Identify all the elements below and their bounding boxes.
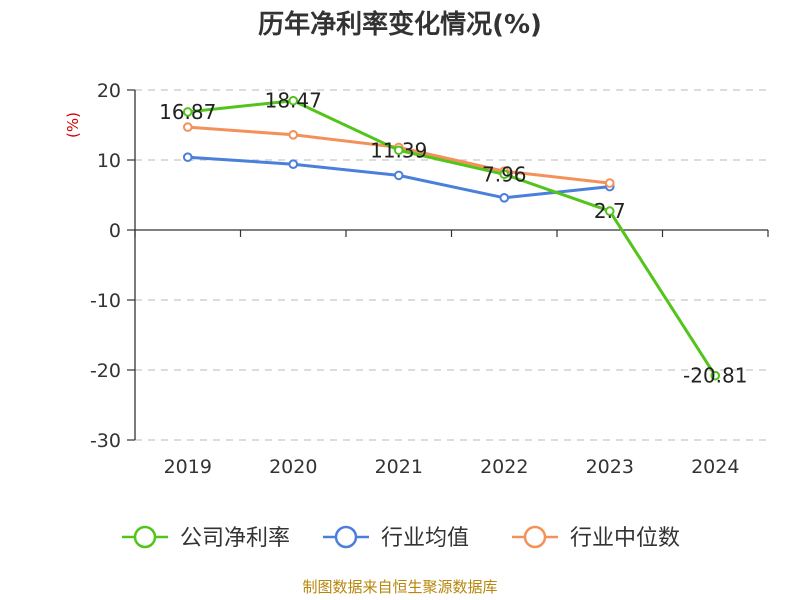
data-label: 7.96 <box>482 162 527 186</box>
legend-marker <box>523 525 547 549</box>
legend-marker <box>133 525 157 549</box>
data-point[interactable] <box>288 130 299 140</box>
data-labels: 16.87 18.47 11.39 7.96 2.7 -20.81 <box>159 89 747 388</box>
chart-title: 历年净利率变化情况(%) <box>258 9 542 40</box>
x-tick-label: 2019 <box>164 456 212 478</box>
x-tick-label: 2023 <box>586 456 634 478</box>
grid-lines <box>135 89 768 441</box>
data-label: -20.81 <box>683 364 747 388</box>
data-point[interactable] <box>710 370 721 381</box>
series-lines <box>182 95 721 381</box>
data-label: 2.7 <box>594 199 626 223</box>
source-note: 制图数据来自恒生聚源数据库 <box>302 578 497 596</box>
legend-label: 行业中位数 <box>570 526 680 551</box>
data-label: 11.39 <box>370 138 427 162</box>
y-tick-label: 10 <box>97 150 121 172</box>
y-tick-label: -20 <box>90 360 121 382</box>
data-point[interactable] <box>288 95 299 106</box>
y-tick-label: 20 <box>97 80 121 102</box>
data-point[interactable] <box>288 159 299 169</box>
x-tick-label: 2020 <box>269 456 317 478</box>
data-label: 16.87 <box>159 100 216 124</box>
series-line <box>187 99 717 377</box>
y-axis-label: (%) <box>64 112 82 138</box>
data-point[interactable] <box>393 170 404 181</box>
legend-item[interactable]: 公司净利率 <box>122 525 290 551</box>
data-point[interactable] <box>604 206 615 216</box>
legend-item[interactable]: 行业中位数 <box>512 525 680 551</box>
y-tick-label: 0 <box>109 220 121 242</box>
data-point[interactable] <box>182 122 193 132</box>
data-point[interactable] <box>182 152 193 162</box>
legend[interactable]: 公司净利率 行业均值 行业中位数 <box>122 525 680 551</box>
data-point[interactable] <box>182 107 193 117</box>
axes: 20 10 0 -10 -20 -30 2019 2020 2021 2022 2023 2024 <box>90 80 769 478</box>
y-tick-label: -30 <box>90 430 121 452</box>
legend-label: 公司净利率 <box>180 526 290 551</box>
data-point[interactable] <box>499 193 510 203</box>
data-label: 18.47 <box>265 89 322 113</box>
x-tick-label: 2024 <box>691 456 739 478</box>
x-tick-label: 2022 <box>480 456 528 478</box>
legend-item[interactable]: 行业均值 <box>323 525 469 551</box>
data-point[interactable] <box>499 169 510 180</box>
legend-label: 行业均值 <box>381 526 469 551</box>
x-tick-label: 2021 <box>375 456 423 478</box>
data-point[interactable] <box>604 178 615 188</box>
y-tick-label: -10 <box>90 290 121 312</box>
data-point[interactable] <box>393 145 404 156</box>
legend-marker <box>334 525 358 549</box>
